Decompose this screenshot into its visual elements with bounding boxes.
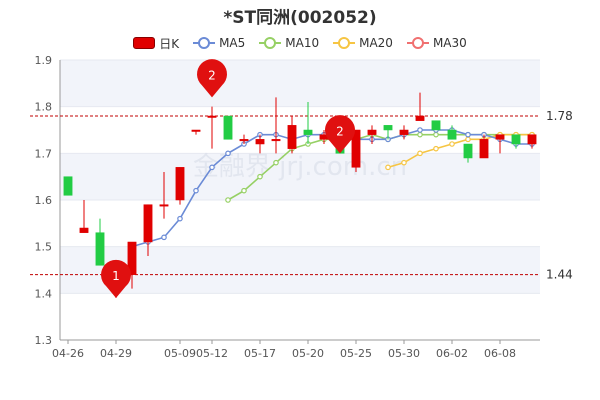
ma20-point [401, 159, 407, 166]
legend-label-kline: 日K [159, 36, 180, 51]
candle-body [447, 129, 457, 140]
x-tick-label: 04-29 [100, 347, 132, 360]
x-tick-label: 05-09 [164, 347, 196, 360]
candle-body [431, 120, 441, 131]
candle-body [63, 176, 73, 196]
y-tick-label: 1.9 [35, 54, 53, 67]
kline-legend-icon [133, 37, 156, 49]
marker-label: 2 [208, 68, 216, 82]
marker-pin: 1 [101, 259, 131, 298]
candle-body [159, 204, 169, 207]
ma20-point [465, 136, 471, 143]
candle-body [287, 125, 297, 149]
x-tick-label: 05-12 [196, 347, 228, 360]
x-tick-label: 05-20 [292, 347, 324, 360]
marker-label: 1 [112, 269, 120, 283]
legend-item-ma5[interactable]: MA5 [193, 36, 245, 50]
grid-band [60, 153, 540, 200]
candle-body [351, 129, 361, 168]
ma5-point [465, 131, 471, 138]
x-tick-label: 05-30 [388, 347, 420, 360]
candle-body [463, 143, 473, 159]
candle-body [495, 134, 505, 140]
ma10-point [257, 173, 263, 180]
x-tick-label: 05-17 [244, 347, 276, 360]
ma5-legend-icon [193, 37, 216, 49]
candle-body [255, 139, 265, 145]
legend-label-ma5: MA5 [219, 36, 246, 50]
ma10-point [225, 197, 231, 203]
y-tick-label: 1.8 [35, 101, 53, 114]
chart-title: *ST同洲(002052) [223, 8, 377, 28]
grid-band [60, 60, 540, 107]
candle-body [511, 134, 521, 145]
candle-body [415, 115, 425, 121]
grid-band [60, 200, 540, 247]
ma10-point [417, 131, 423, 138]
ma10-point [241, 187, 247, 194]
candle-body [79, 227, 89, 233]
marker-shape [197, 59, 227, 98]
ma10-legend-icon [259, 37, 282, 49]
candle-body [399, 129, 409, 135]
ma5-point [193, 187, 199, 194]
candle-body [127, 241, 137, 275]
candle-body [239, 139, 249, 142]
marker-pin: 2 [197, 59, 227, 98]
candle-body [479, 139, 489, 159]
ma10-point [433, 131, 439, 138]
marker-shape [325, 115, 356, 154]
ma10-point [273, 159, 279, 166]
grid-band [60, 246, 540, 294]
ma20-point [433, 145, 439, 152]
legend-item-kline[interactable]: 日K [133, 35, 179, 52]
candle-body [367, 129, 377, 135]
guide-label: 1.78 [546, 109, 573, 123]
guide-label: 1.44 [546, 268, 573, 282]
ma5-point [161, 234, 167, 241]
legend-label-ma30: MA30 [432, 36, 467, 50]
grid-band [60, 293, 540, 340]
legend-item-ma10[interactable]: MA10 [259, 36, 319, 50]
marker-label: 2 [336, 124, 344, 138]
x-tick-label: 06-02 [436, 347, 468, 360]
candle-body [223, 115, 233, 140]
candle-body [303, 129, 313, 135]
candle-body [383, 125, 393, 131]
legend-item-ma30[interactable]: MA30 [406, 36, 467, 50]
y-tick-label: 1.7 [35, 147, 53, 160]
ma5-point [417, 127, 423, 133]
legend-label-ma10: MA10 [285, 36, 320, 50]
candle-body [191, 129, 201, 132]
x-tick-label: 05-25 [340, 347, 372, 360]
candle-body [271, 139, 281, 142]
ma5-point [209, 164, 215, 171]
ma20-line [387, 133, 532, 169]
x-tick-label: 04-26 [52, 347, 84, 360]
marker-shape [101, 259, 131, 298]
candle-body [527, 134, 537, 145]
y-tick-label: 1.4 [35, 287, 53, 300]
x-tick-label: 06-08 [484, 347, 516, 360]
marker-pin: 2 [325, 115, 356, 154]
ma20-legend-icon [333, 37, 356, 49]
candle-body [207, 115, 217, 118]
candle-body [95, 232, 105, 266]
candle-body [143, 204, 153, 243]
ma5-point [225, 150, 231, 157]
chart-legend: 日K MA5 MA10 MA20 MA30 [0, 34, 600, 52]
ma20-point [449, 141, 455, 147]
y-tick-label: 1.5 [35, 241, 53, 254]
y-tick-label: 1.6 [35, 194, 53, 207]
candle-body [175, 167, 185, 201]
ma20-point [417, 150, 423, 157]
ma30-legend-icon [406, 37, 429, 49]
legend-label-ma20: MA20 [359, 36, 393, 50]
ma5-point [177, 215, 183, 222]
ma20-point [385, 164, 391, 171]
y-tick-label: 1.3 [35, 334, 53, 347]
watermark: 金融界 jrj.com.cn [193, 152, 407, 182]
legend-item-ma20[interactable]: MA20 [333, 36, 393, 50]
